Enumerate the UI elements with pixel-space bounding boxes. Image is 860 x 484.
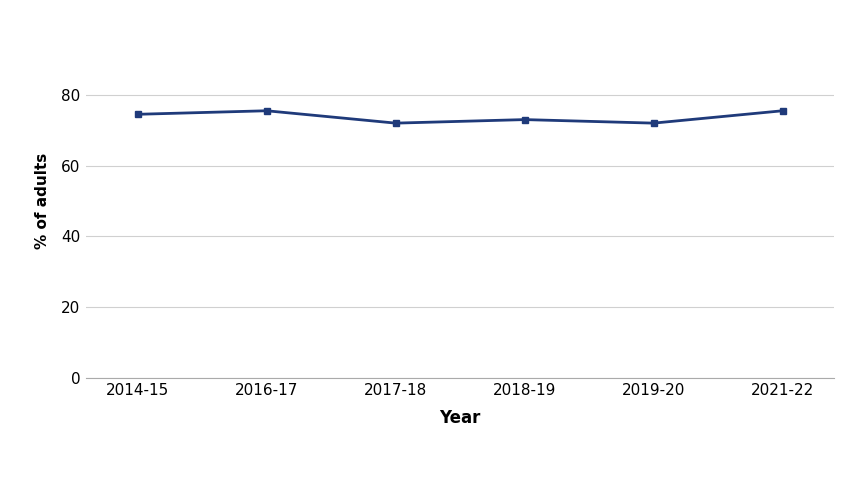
Y-axis label: % of adults: % of adults: [35, 153, 50, 249]
X-axis label: Year: Year: [439, 409, 481, 427]
